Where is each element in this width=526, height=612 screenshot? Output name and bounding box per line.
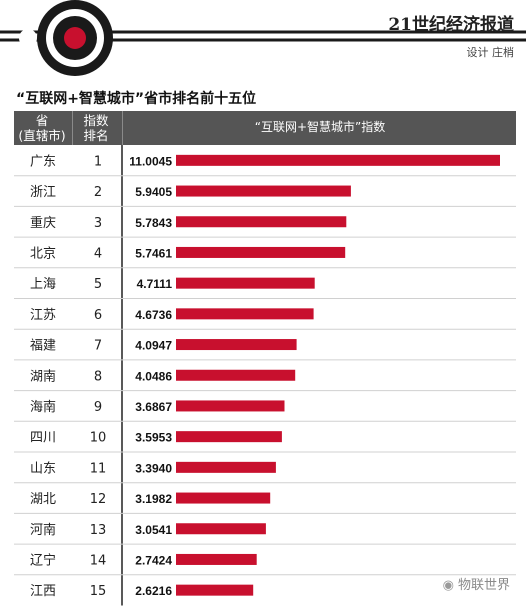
bar — [176, 553, 257, 565]
category-label: 辽宁 — [30, 552, 56, 568]
header-index: “互联网+智慧城市”指数 — [254, 120, 386, 134]
header-divider — [122, 111, 123, 145]
bar — [176, 308, 314, 320]
bar — [176, 584, 254, 596]
rank-label: 8 — [94, 369, 102, 384]
category-label: 江苏 — [30, 307, 56, 323]
masthead: 21世纪经济报道 设计 庄梢 — [0, 0, 526, 90]
data-label: 5.9405 — [135, 185, 172, 199]
bar — [176, 369, 296, 381]
data-label: 3.5953 — [135, 431, 172, 445]
data-label: 4.0486 — [135, 369, 172, 383]
rank-label: 13 — [90, 523, 107, 538]
bar — [176, 431, 282, 443]
bar — [176, 277, 315, 289]
category-label: 浙江 — [30, 185, 56, 200]
data-label: 11.0045 — [129, 154, 172, 168]
data-label: 4.0947 — [135, 339, 172, 353]
category-label: 湖南 — [30, 368, 56, 384]
data-label: 5.7461 — [135, 246, 172, 260]
rank-label: 15 — [90, 584, 107, 599]
bar — [176, 523, 266, 535]
category-label: 江西 — [30, 584, 56, 599]
paper-name: 21世纪经济报道 — [388, 15, 514, 35]
table-header: 省 (直辖市) 指数 排名 “互联网+智慧城市”指数 — [14, 111, 516, 145]
bar — [176, 461, 276, 473]
bar — [176, 246, 346, 258]
data-label: 3.1982 — [135, 492, 172, 506]
watermark: ◉ 物联世界 — [442, 578, 510, 593]
header-rank: 指数 排名 — [83, 113, 109, 143]
bar — [176, 185, 351, 197]
bar — [176, 339, 297, 351]
bar — [176, 492, 271, 504]
data-label: 3.0541 — [135, 523, 172, 537]
rank-label: 2 — [94, 185, 102, 200]
category-label: 四川 — [30, 431, 56, 446]
rank-label: 12 — [90, 492, 107, 507]
data-label: 3.3940 — [135, 461, 172, 475]
data-label: 2.7424 — [135, 553, 172, 567]
category-label: 河南 — [30, 522, 56, 538]
rank-label: 6 — [94, 308, 102, 323]
data-label: 4.6736 — [135, 308, 172, 322]
category-label: 广东 — [30, 154, 56, 169]
data-label: 3.6867 — [135, 400, 172, 414]
data-label: 4.7111 — [137, 277, 173, 291]
category-label: 重庆 — [30, 215, 56, 231]
rank-label: 4 — [94, 246, 102, 261]
data-label: 5.7843 — [135, 216, 172, 230]
rank-label: 3 — [94, 216, 102, 231]
rank-label: 14 — [90, 553, 107, 568]
rank-label: 7 — [94, 339, 102, 354]
rank-label: 11 — [90, 461, 107, 476]
bar — [176, 400, 285, 412]
rank-label: 9 — [94, 400, 102, 415]
design-credit: 设计 庄梢 — [466, 46, 515, 59]
chart-title: “互联网+智慧城市”省市排名前十五位 — [16, 91, 257, 107]
category-label: 湖北 — [30, 492, 56, 507]
header-province: 省 (直辖市) — [18, 113, 66, 143]
header-divider — [72, 111, 73, 145]
category-label: 上海 — [30, 277, 56, 292]
category-label: 北京 — [30, 246, 56, 261]
rank-label: 1 — [94, 154, 102, 169]
data-label: 2.6216 — [135, 584, 172, 598]
category-label: 福建 — [30, 339, 56, 354]
wechat-icon: ◉ — [442, 578, 454, 593]
rank-label: 10 — [90, 431, 107, 446]
category-label: 海南 — [30, 399, 56, 415]
bar — [176, 216, 347, 228]
bar — [176, 154, 500, 166]
rank-label: 5 — [94, 277, 102, 292]
newspaper-logo-graphic — [0, 0, 526, 76]
category-label: 山东 — [30, 461, 56, 476]
